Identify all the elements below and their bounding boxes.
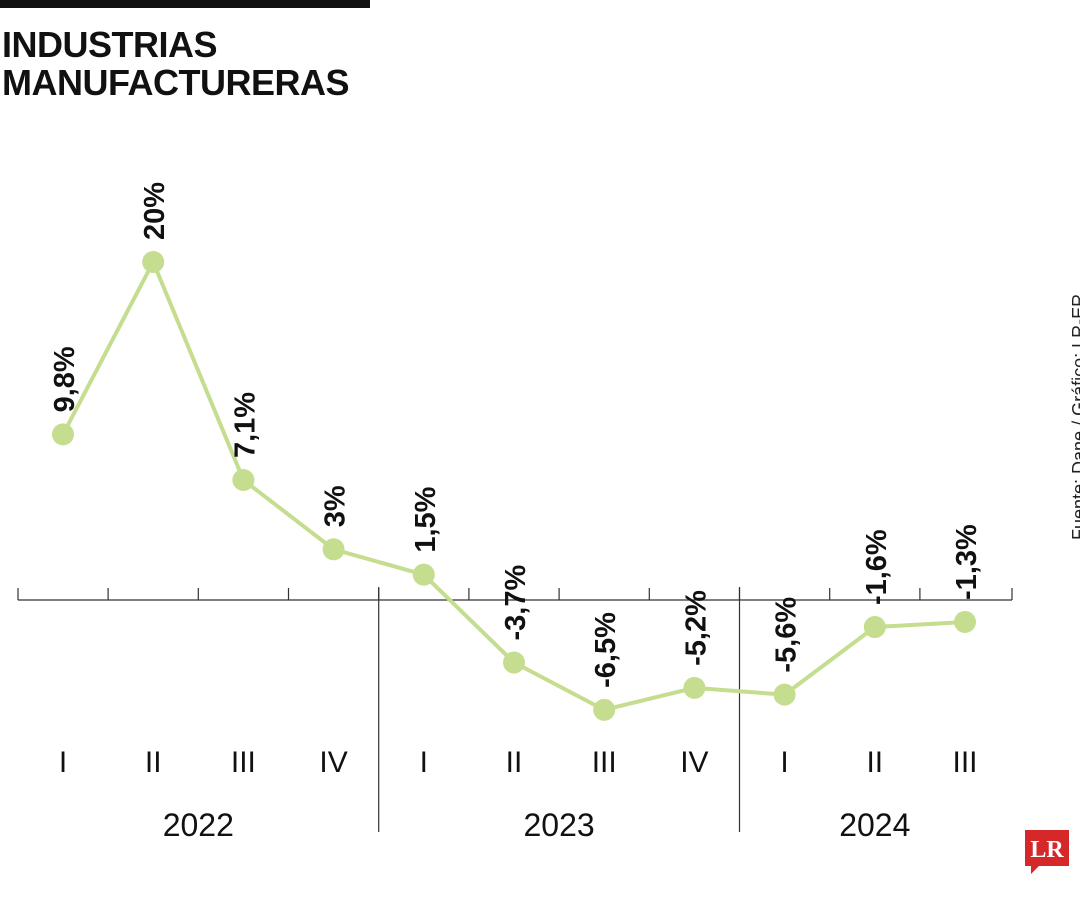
quarter-label: III — [952, 746, 977, 779]
data-label: -3,7% — [500, 565, 532, 641]
data-label: -1,6% — [861, 529, 893, 605]
data-point — [142, 251, 165, 273]
data-label: 7,1% — [229, 392, 261, 458]
data-point — [863, 616, 886, 639]
top-rule — [0, 0, 370, 8]
data-label: -1,3% — [951, 524, 983, 600]
quarter-label: II — [145, 746, 162, 779]
data-point — [52, 423, 74, 446]
chart-title-line-1: INDUSTRIAS — [2, 24, 218, 65]
quarter-label: IV — [680, 746, 708, 779]
quarter-label: I — [780, 746, 788, 779]
source-note: Fuente: Dane / Gráfico: LR-ER — [1069, 293, 1080, 540]
data-label-layer: 9,8% 20% 7,1% 3% 1,5% -3,7% -6,5% -5,2% -5,6% -1,… — [49, 182, 983, 688]
data-label: -5,6% — [771, 597, 803, 673]
data-point — [954, 610, 976, 633]
quarter-label: I — [420, 746, 428, 779]
data-label: 20% — [139, 182, 171, 240]
data-label: -6,5% — [590, 612, 622, 688]
lr-logo-shape — [1025, 830, 1069, 874]
quarter-label: III — [231, 746, 256, 779]
quarter-label: I — [59, 746, 67, 779]
chart-title-line-2: MANUFACTURERAS — [2, 62, 350, 103]
data-label: 3% — [320, 485, 352, 527]
data-label: -5,2% — [680, 590, 712, 666]
data-label: 9,8% — [49, 346, 81, 412]
year-label: 2024 — [839, 807, 910, 843]
data-point — [322, 538, 345, 561]
quarter-label: IV — [319, 746, 347, 779]
data-point — [773, 683, 796, 706]
quarter-label: II — [506, 746, 523, 779]
series-line — [61, 260, 967, 712]
lr-logo-text: LR — [1030, 837, 1064, 863]
quarter-label: II — [866, 746, 883, 779]
lr-logo: LR — [1025, 830, 1069, 874]
data-point — [412, 563, 435, 586]
chart-title: INDUSTRIAS MANUFACTURERAS — [2, 24, 350, 103]
data-point — [593, 698, 616, 721]
data-point — [232, 469, 255, 492]
quarter-label: III — [592, 746, 617, 779]
data-point — [503, 651, 525, 674]
year-label: 2022 — [163, 807, 234, 843]
year-label: 2023 — [524, 807, 595, 843]
data-label: 1,5% — [410, 486, 442, 552]
series-layer — [52, 251, 976, 721]
data-point — [683, 676, 706, 699]
